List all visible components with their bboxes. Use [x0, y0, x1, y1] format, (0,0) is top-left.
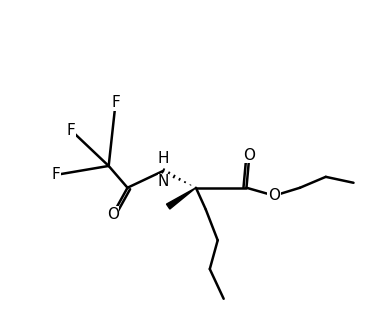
Text: N: N [158, 174, 169, 189]
Polygon shape [166, 188, 196, 209]
Text: F: F [111, 95, 120, 110]
Text: F: F [67, 123, 75, 138]
Text: H: H [158, 151, 169, 166]
Text: O: O [243, 147, 255, 163]
Text: O: O [107, 207, 119, 222]
Text: F: F [52, 167, 61, 182]
Text: O: O [268, 188, 280, 203]
